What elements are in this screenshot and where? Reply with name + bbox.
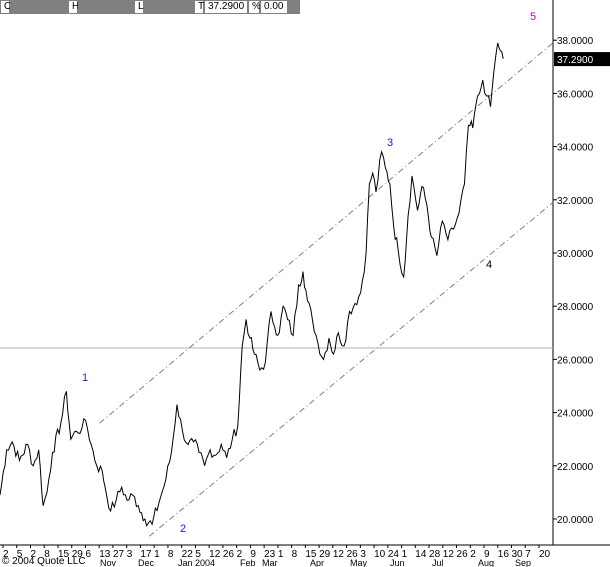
copyright-text: © 2004 Quote LLC bbox=[2, 556, 86, 567]
x-day-label: 5 bbox=[195, 549, 201, 560]
x-day-label: 29 bbox=[319, 549, 331, 560]
y-tick-label: 34.0000 bbox=[557, 143, 594, 154]
wave-label-4: 4 bbox=[486, 259, 492, 271]
y-tick-label: 22.0000 bbox=[557, 462, 594, 473]
header-cell: T bbox=[194, 0, 204, 14]
x-day-label: 26 bbox=[347, 549, 359, 560]
y-tick-label: 20.0000 bbox=[557, 515, 594, 526]
wave-label-1: 1 bbox=[82, 372, 88, 384]
y-tick-label: 28.0000 bbox=[557, 302, 594, 313]
x-day-label: 27 bbox=[113, 549, 125, 560]
x-day-label: 9 bbox=[250, 549, 256, 560]
x-axis: 2 5 2 8 15 29 6 13 27 3 17 1 8 22 5 12 26 2 9 23 1 8 15 29 12 26 3… bbox=[2, 545, 551, 567]
wave-labels: 1 2 3 4 5 bbox=[82, 11, 536, 535]
x-day-label: 2 bbox=[3, 549, 9, 560]
x-day-label: 17 bbox=[140, 549, 152, 560]
x-day-label: 8 bbox=[44, 549, 50, 560]
last-price-marker: 37.2900 bbox=[554, 52, 610, 67]
y-tick-label: 32.0000 bbox=[557, 196, 594, 207]
channel-line-lower bbox=[148, 202, 554, 537]
x-day-label: 1 bbox=[402, 549, 408, 560]
x-month-label: Jan 2004 bbox=[178, 558, 215, 567]
x-month-label: Sep bbox=[515, 558, 531, 567]
x-day-label: 13 bbox=[99, 549, 111, 560]
x-day-label: 12 bbox=[209, 549, 221, 560]
x-day-label: 23 bbox=[264, 549, 276, 560]
x-day-label: 3 bbox=[360, 549, 366, 560]
header-cell: % bbox=[248, 0, 261, 14]
x-day-label: 15 bbox=[305, 549, 317, 560]
x-day-label: 2 bbox=[30, 549, 36, 560]
wave-label-3: 3 bbox=[387, 137, 393, 149]
x-day-label: 6 bbox=[85, 549, 91, 560]
y-tick-label: 36.0000 bbox=[557, 89, 594, 100]
quote-header: O H L T 37.2900% 0.00 bbox=[0, 0, 300, 14]
y-axis: 20.0000 22.0000 24.0000 26.0000 28.0000 30.00… bbox=[553, 36, 594, 526]
last-price-box bbox=[554, 52, 610, 67]
x-day-label: 10 bbox=[374, 549, 386, 560]
trend-channel bbox=[99, 42, 554, 537]
x-month-label: Aug bbox=[478, 558, 494, 567]
header-cell: H bbox=[68, 0, 79, 14]
x-day-label: 16 bbox=[498, 549, 510, 560]
x-day-label: 9 bbox=[484, 549, 490, 560]
x-day-label: 8 bbox=[292, 549, 298, 560]
header-cell: 0.00 bbox=[260, 0, 288, 14]
x-day-label: 2 bbox=[237, 549, 243, 560]
x-day-label: 29 bbox=[72, 549, 84, 560]
header-cell bbox=[10, 0, 68, 14]
y-tick-label: 30.0000 bbox=[557, 249, 594, 260]
x-day-label: 24 bbox=[388, 549, 400, 560]
header-cell: 37.2900 bbox=[204, 0, 248, 14]
x-day-label: 2 bbox=[470, 549, 476, 560]
x-day-label: 15 bbox=[58, 549, 70, 560]
x-day-label: 8 bbox=[168, 549, 174, 560]
header-cell bbox=[78, 0, 134, 14]
x-month-label: Jun bbox=[390, 558, 405, 567]
header-cell: L bbox=[134, 0, 144, 14]
x-month-label: May bbox=[350, 558, 368, 567]
price-line bbox=[0, 42, 504, 527]
x-month-label: Jul bbox=[432, 558, 444, 567]
channel-line-upper bbox=[99, 42, 554, 424]
y-tick-label: 24.0000 bbox=[557, 409, 594, 420]
y-tick-label: 26.0000 bbox=[557, 355, 594, 366]
wave-label-5: 5 bbox=[530, 11, 536, 23]
x-month-label: Dec bbox=[138, 558, 155, 567]
x-month-label: Mar bbox=[262, 558, 278, 567]
x-day-label: 1 bbox=[278, 549, 284, 560]
x-day-label: 12 bbox=[443, 549, 455, 560]
x-day-label: 7 bbox=[525, 549, 531, 560]
x-day-label: 5 bbox=[17, 549, 23, 560]
wave-label-2: 2 bbox=[180, 523, 186, 535]
x-day-label: 30 bbox=[512, 549, 524, 560]
header-cell: O bbox=[0, 0, 12, 14]
x-day-label: 14 bbox=[415, 549, 427, 560]
x-day-label: 3 bbox=[127, 549, 133, 560]
x-day-label: 26 bbox=[457, 549, 469, 560]
last-price-label: 37.2900 bbox=[557, 55, 594, 66]
header-cell bbox=[144, 0, 194, 14]
x-day-label: 1 bbox=[154, 549, 160, 560]
y-tick-label: 38.0000 bbox=[557, 36, 594, 47]
x-day-label: 20 bbox=[539, 549, 551, 560]
x-day-label: 26 bbox=[223, 549, 235, 560]
x-month-label: Feb bbox=[240, 558, 256, 567]
x-month-label: Nov bbox=[100, 558, 117, 567]
x-day-label: 12 bbox=[333, 549, 345, 560]
x-day-label: 28 bbox=[429, 549, 441, 560]
gridlines bbox=[0, 0, 610, 546]
x-month-label: Apr bbox=[310, 558, 324, 567]
x-day-label: 22 bbox=[182, 549, 194, 560]
